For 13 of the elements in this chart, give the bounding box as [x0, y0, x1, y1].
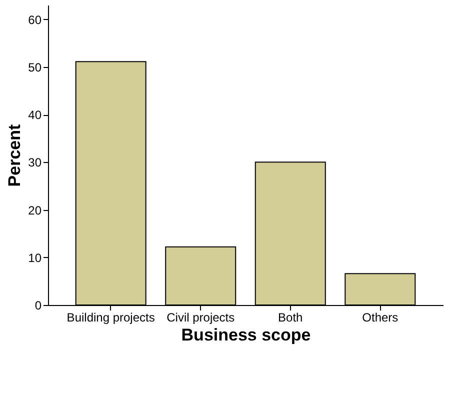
- y-tick-label: 0: [34, 298, 42, 312]
- y-tick-label: 20: [28, 203, 42, 218]
- y-tick-label: 10: [28, 250, 42, 265]
- x-axis-title: Business scope: [181, 326, 311, 344]
- y-axis-title: Percent: [5, 124, 24, 187]
- x-tick-label: Civil projects: [166, 310, 235, 324]
- x-tick-label: Both: [278, 310, 303, 324]
- x-tick-label: Others: [362, 310, 398, 324]
- y-tick-label: 30: [28, 156, 42, 170]
- y-tick-label: 60: [28, 12, 42, 27]
- y-tick-label: 50: [28, 60, 42, 74]
- y-tick-label: 40: [28, 108, 42, 122]
- x-tick-label: Building projects: [66, 310, 155, 324]
